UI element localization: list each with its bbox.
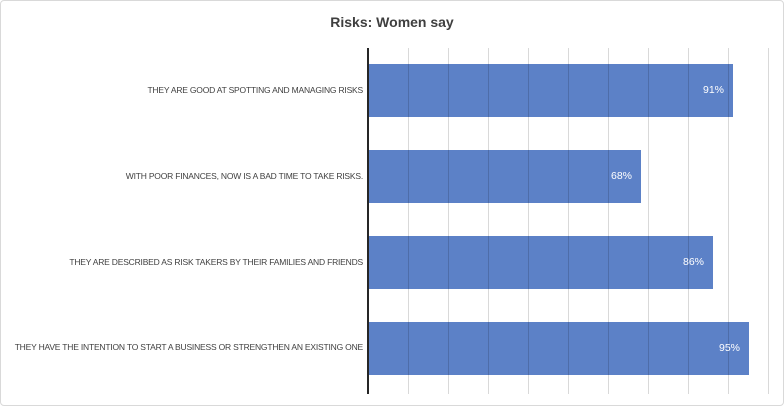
category-label-text-0: THEY ARE GOOD AT SPOTTING AND MANAGING R… bbox=[147, 85, 363, 96]
gridline-40pct bbox=[528, 48, 529, 394]
gridline-20pct bbox=[448, 48, 449, 394]
data-label-1: 68% bbox=[610, 170, 632, 183]
data-label-0: 91% bbox=[702, 84, 724, 97]
category-label-text-1: WITH POOR FINANCES, NOW IS A BAD TIME TO… bbox=[125, 170, 363, 181]
category-label-3: THEY HAVE THE INTENTION TO START A BUSIN… bbox=[3, 305, 364, 391]
category-label-text-2: THEY ARE DESCRIBED AS RISK TAKERS BY THE… bbox=[69, 256, 363, 267]
data-label-2: 86% bbox=[682, 255, 704, 268]
chart-title: Risks: Women say bbox=[330, 14, 454, 30]
bar-3 bbox=[369, 321, 749, 375]
gridline-30pct bbox=[488, 48, 489, 394]
gridline-50pct bbox=[568, 48, 569, 394]
category-label-text-3: THEY HAVE THE INTENTION TO START A BUSIN… bbox=[14, 342, 364, 353]
gridline-90pct bbox=[728, 48, 729, 394]
gridline-70pct bbox=[648, 48, 649, 394]
category-label-0: THEY ARE GOOD AT SPOTTING AND MANAGING R… bbox=[3, 48, 363, 134]
gridline-100pct bbox=[768, 48, 769, 394]
category-label-2: THEY ARE DESCRIBED AS RISK TAKERS BY THE… bbox=[3, 220, 363, 306]
gridline-60pct bbox=[608, 48, 609, 394]
gridline-10pct bbox=[408, 48, 409, 394]
gridline-80pct bbox=[688, 48, 689, 394]
category-axis-line bbox=[367, 48, 369, 394]
data-label-3: 95% bbox=[718, 341, 740, 354]
bar-1 bbox=[369, 150, 641, 204]
bar-2 bbox=[369, 235, 713, 289]
bar-0 bbox=[369, 64, 733, 118]
category-label-1: WITH POOR FINANCES, NOW IS A BAD TIME TO… bbox=[3, 134, 363, 220]
